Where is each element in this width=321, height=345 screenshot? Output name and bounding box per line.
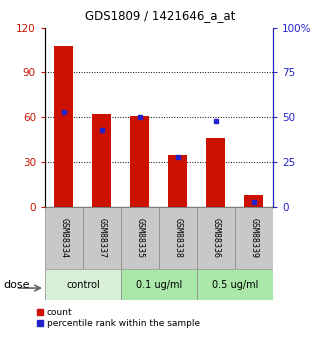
- Bar: [235, 207, 273, 269]
- Text: 0.5 ug/ml: 0.5 ug/ml: [212, 280, 258, 289]
- Bar: [130, 116, 149, 207]
- Bar: [45, 269, 121, 300]
- Bar: [121, 269, 197, 300]
- Text: GSM88339: GSM88339: [249, 218, 258, 258]
- Bar: [197, 269, 273, 300]
- Bar: [55, 46, 74, 207]
- Bar: [121, 207, 159, 269]
- Bar: [206, 138, 225, 207]
- Text: GSM88336: GSM88336: [211, 218, 221, 258]
- Text: 0.1 ug/ml: 0.1 ug/ml: [136, 280, 182, 289]
- Text: GDS1809 / 1421646_a_at: GDS1809 / 1421646_a_at: [85, 9, 236, 22]
- Bar: [45, 207, 83, 269]
- Bar: [244, 195, 263, 207]
- Bar: [83, 207, 121, 269]
- Text: GSM88338: GSM88338: [173, 218, 182, 258]
- Bar: [92, 114, 111, 207]
- Bar: [169, 155, 187, 207]
- Text: control: control: [66, 280, 100, 289]
- Text: GSM88337: GSM88337: [97, 218, 107, 258]
- Text: dose: dose: [3, 280, 30, 289]
- Legend: count, percentile rank within the sample: count, percentile rank within the sample: [37, 308, 200, 328]
- Bar: [159, 207, 197, 269]
- Text: GSM88335: GSM88335: [135, 218, 144, 258]
- Text: GSM88334: GSM88334: [59, 218, 68, 258]
- Bar: [197, 207, 235, 269]
